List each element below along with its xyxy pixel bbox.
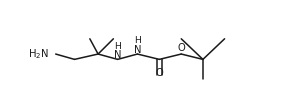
Text: N: N: [114, 50, 121, 60]
Text: O: O: [177, 43, 185, 53]
Text: O: O: [155, 68, 163, 78]
Text: H: H: [114, 42, 121, 51]
Text: N: N: [134, 45, 141, 55]
Text: H: H: [134, 36, 141, 45]
Text: H$_2$N: H$_2$N: [28, 47, 49, 61]
